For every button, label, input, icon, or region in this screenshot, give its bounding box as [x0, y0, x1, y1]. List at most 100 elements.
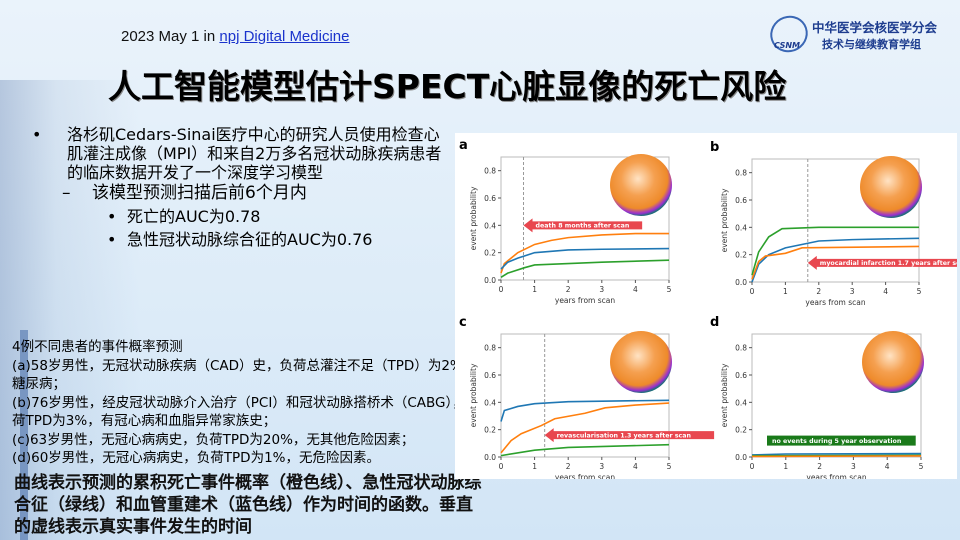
annotation-arrow — [807, 255, 960, 270]
chart-panel-d: d 0 1 2 3 4 5 0.0 0.2 0.4 0.6 0.8 years from scan eve… — [710, 315, 924, 482]
panel-label: c — [459, 315, 467, 330]
org-name: 中华医学会核医学分会 — [812, 20, 938, 35]
x-tick-label: 5 — [917, 287, 922, 296]
journal-link[interactable]: npj Digital Medicine — [219, 28, 350, 45]
y-tick-label: 0.8 — [735, 169, 747, 178]
y-tick-label: 0.2 — [484, 249, 496, 258]
x-tick-label: 3 — [850, 287, 855, 296]
x-tick-label: 3 — [599, 462, 604, 471]
y-tick-label: 0.2 — [484, 426, 496, 435]
y-tick-label: 0.0 — [735, 453, 747, 462]
x-tick-label: 1 — [532, 462, 537, 471]
case-descriptions: 4例不同患者的事件概率预测 (a)58岁男性，无冠状动脉疾病（CAD）史，负荷总… — [12, 338, 482, 468]
y-tick-label: 0.4 — [735, 398, 747, 407]
plot-frame — [751, 158, 920, 283]
x-tick-label: 1 — [783, 287, 788, 296]
x-tick-label: 0 — [750, 287, 755, 296]
event-probability-charts: a 0 1 2 3 4 5 0.0 0.2 0.4 0.6 0.8 years from scan eve… — [459, 138, 960, 482]
series-line-green — [751, 226, 919, 276]
y-tick-label: 0.6 — [735, 371, 747, 380]
polar-map-image — [610, 331, 672, 393]
panel-label: a — [459, 138, 468, 153]
x-axis-label: years from scan — [555, 296, 615, 305]
y-axis-label: event probability — [720, 188, 729, 252]
x-tick-label: 2 — [566, 285, 571, 294]
x-tick-label: 2 — [566, 462, 571, 471]
y-axis-label: event probability — [469, 363, 478, 427]
x-tick-label: 3 — [851, 462, 856, 471]
x-tick-label: 0 — [750, 462, 755, 471]
x-axis-label: years from scan — [555, 473, 615, 479]
x-tick-label: 0 — [499, 285, 504, 294]
x-tick-label: 4 — [633, 285, 638, 294]
panel-label: d — [710, 315, 719, 330]
series-line-blue — [500, 399, 670, 422]
x-tick-label: 1 — [783, 462, 788, 471]
plot-frame — [751, 333, 922, 458]
x-tick-label: 5 — [667, 285, 672, 294]
series-line-green — [500, 259, 670, 278]
y-tick-label: 0.8 — [484, 344, 496, 353]
annotation-box — [767, 435, 916, 446]
bullet-list: 洛杉矶Cedars-Sinai医疗中心的研究人员使用检查心肌灌注成像（MPI）和… — [32, 125, 452, 249]
polar-map-image — [862, 331, 924, 393]
x-tick-label: 1 — [532, 285, 537, 294]
annotation-text: death 8 months after scan — [536, 223, 630, 230]
source-line: 2023 May 1 in npj Digital Medicine — [121, 28, 349, 45]
y-tick-label: 0.8 — [735, 344, 747, 353]
case-d: (d)60岁男性，无冠心病病史，负荷TPD为1%，无危险因素。 — [12, 450, 380, 466]
annotation-text: myocardial infarction 1.7 years after sc… — [820, 260, 957, 267]
y-tick-label: 0.2 — [735, 251, 747, 260]
slide-title: 人工智能模型估计SPECT心脏显像的死亡风险 — [108, 67, 787, 106]
y-tick-label: 0.4 — [484, 398, 496, 407]
chart-panel-b: b 0 1 2 3 4 5 0.0 0.2 0.4 0.6 0.8 years from scan eve… — [710, 140, 960, 307]
series-line-orange — [500, 402, 670, 454]
case-c: (c)63岁男性，无冠心病病史，负荷TPD为20%，无其他危险因素； — [12, 431, 415, 448]
annotation-text: no events during 5 year observation — [772, 438, 901, 445]
annotation-arrow — [544, 428, 715, 443]
x-tick-label: 5 — [919, 462, 924, 471]
x-axis-label: years from scan — [806, 473, 866, 479]
series-line-orange — [500, 232, 669, 274]
x-tick-label: 2 — [817, 462, 822, 471]
x-tick-label: 5 — [667, 462, 672, 471]
y-tick-label: 0.0 — [484, 276, 496, 285]
bullet-sub: 该模型预测扫描后前6个月内 — [32, 184, 452, 204]
bamboo-stem-decoration — [20, 330, 28, 540]
series-line-blue — [751, 237, 920, 283]
chart-panel-c: c 0 1 2 3 4 5 0.0 0.2 0.4 0.6 0.8 years from scan eve… — [459, 315, 715, 482]
org-subgroup: 技术与继续教育学组 — [822, 38, 921, 51]
bullet-main: 洛杉矶Cedars-Sinai医疗中心的研究人员使用检查心肌灌注成像（MPI）和… — [32, 125, 452, 182]
x-tick-label: 4 — [883, 287, 888, 296]
bullet-auc-acs: 急性冠状动脉综合征的AUC为0.76 — [32, 230, 452, 249]
series-line-blue — [500, 247, 670, 270]
x-tick-label: 4 — [885, 462, 890, 471]
logo-mark-text: CSNM — [774, 41, 801, 50]
plot-frame — [500, 333, 670, 458]
y-tick-label: 0.4 — [484, 221, 496, 230]
y-tick-label: 0.6 — [735, 196, 747, 205]
figure-panels: a 0 1 2 3 4 5 0.0 0.2 0.4 0.6 0.8 years from scan eve… — [455, 133, 960, 482]
x-tick-label: 2 — [816, 287, 821, 296]
annotation-text: revascularisation 1.3 years after scan — [557, 432, 691, 439]
bullet-auc-death: 死亡的AUC为0.78 — [32, 207, 452, 226]
society-logo: CSNM 中华医学会核医学分会 技术与继续教育学组 — [763, 8, 955, 60]
atom-logo-icon — [763, 8, 815, 60]
y-tick-label: 0.0 — [484, 453, 496, 462]
x-tick-label: 4 — [633, 462, 638, 471]
polar-map-image — [610, 154, 672, 216]
series-line-green — [500, 443, 670, 457]
panel-label: b — [710, 140, 719, 155]
plot-frame — [500, 156, 670, 281]
y-tick-label: 0.2 — [735, 426, 747, 435]
publication-date: 2023 May 1 in — [121, 28, 220, 45]
annotation-arrow — [523, 218, 643, 233]
y-tick-label: 0.6 — [484, 194, 496, 203]
x-axis-label: years from scan — [805, 298, 865, 307]
polar-map-image — [860, 156, 922, 218]
case-b: (b)76岁男性，经皮冠状动脉介入治疗（PCI）和冠状动脉搭桥术（CABG），负… — [12, 394, 480, 430]
series-line-orange — [751, 455, 922, 458]
y-tick-label: 0.6 — [484, 371, 496, 380]
cases-heading: 4例不同患者的事件概率预测 — [12, 339, 183, 355]
y-axis-label: event probability — [720, 363, 729, 427]
